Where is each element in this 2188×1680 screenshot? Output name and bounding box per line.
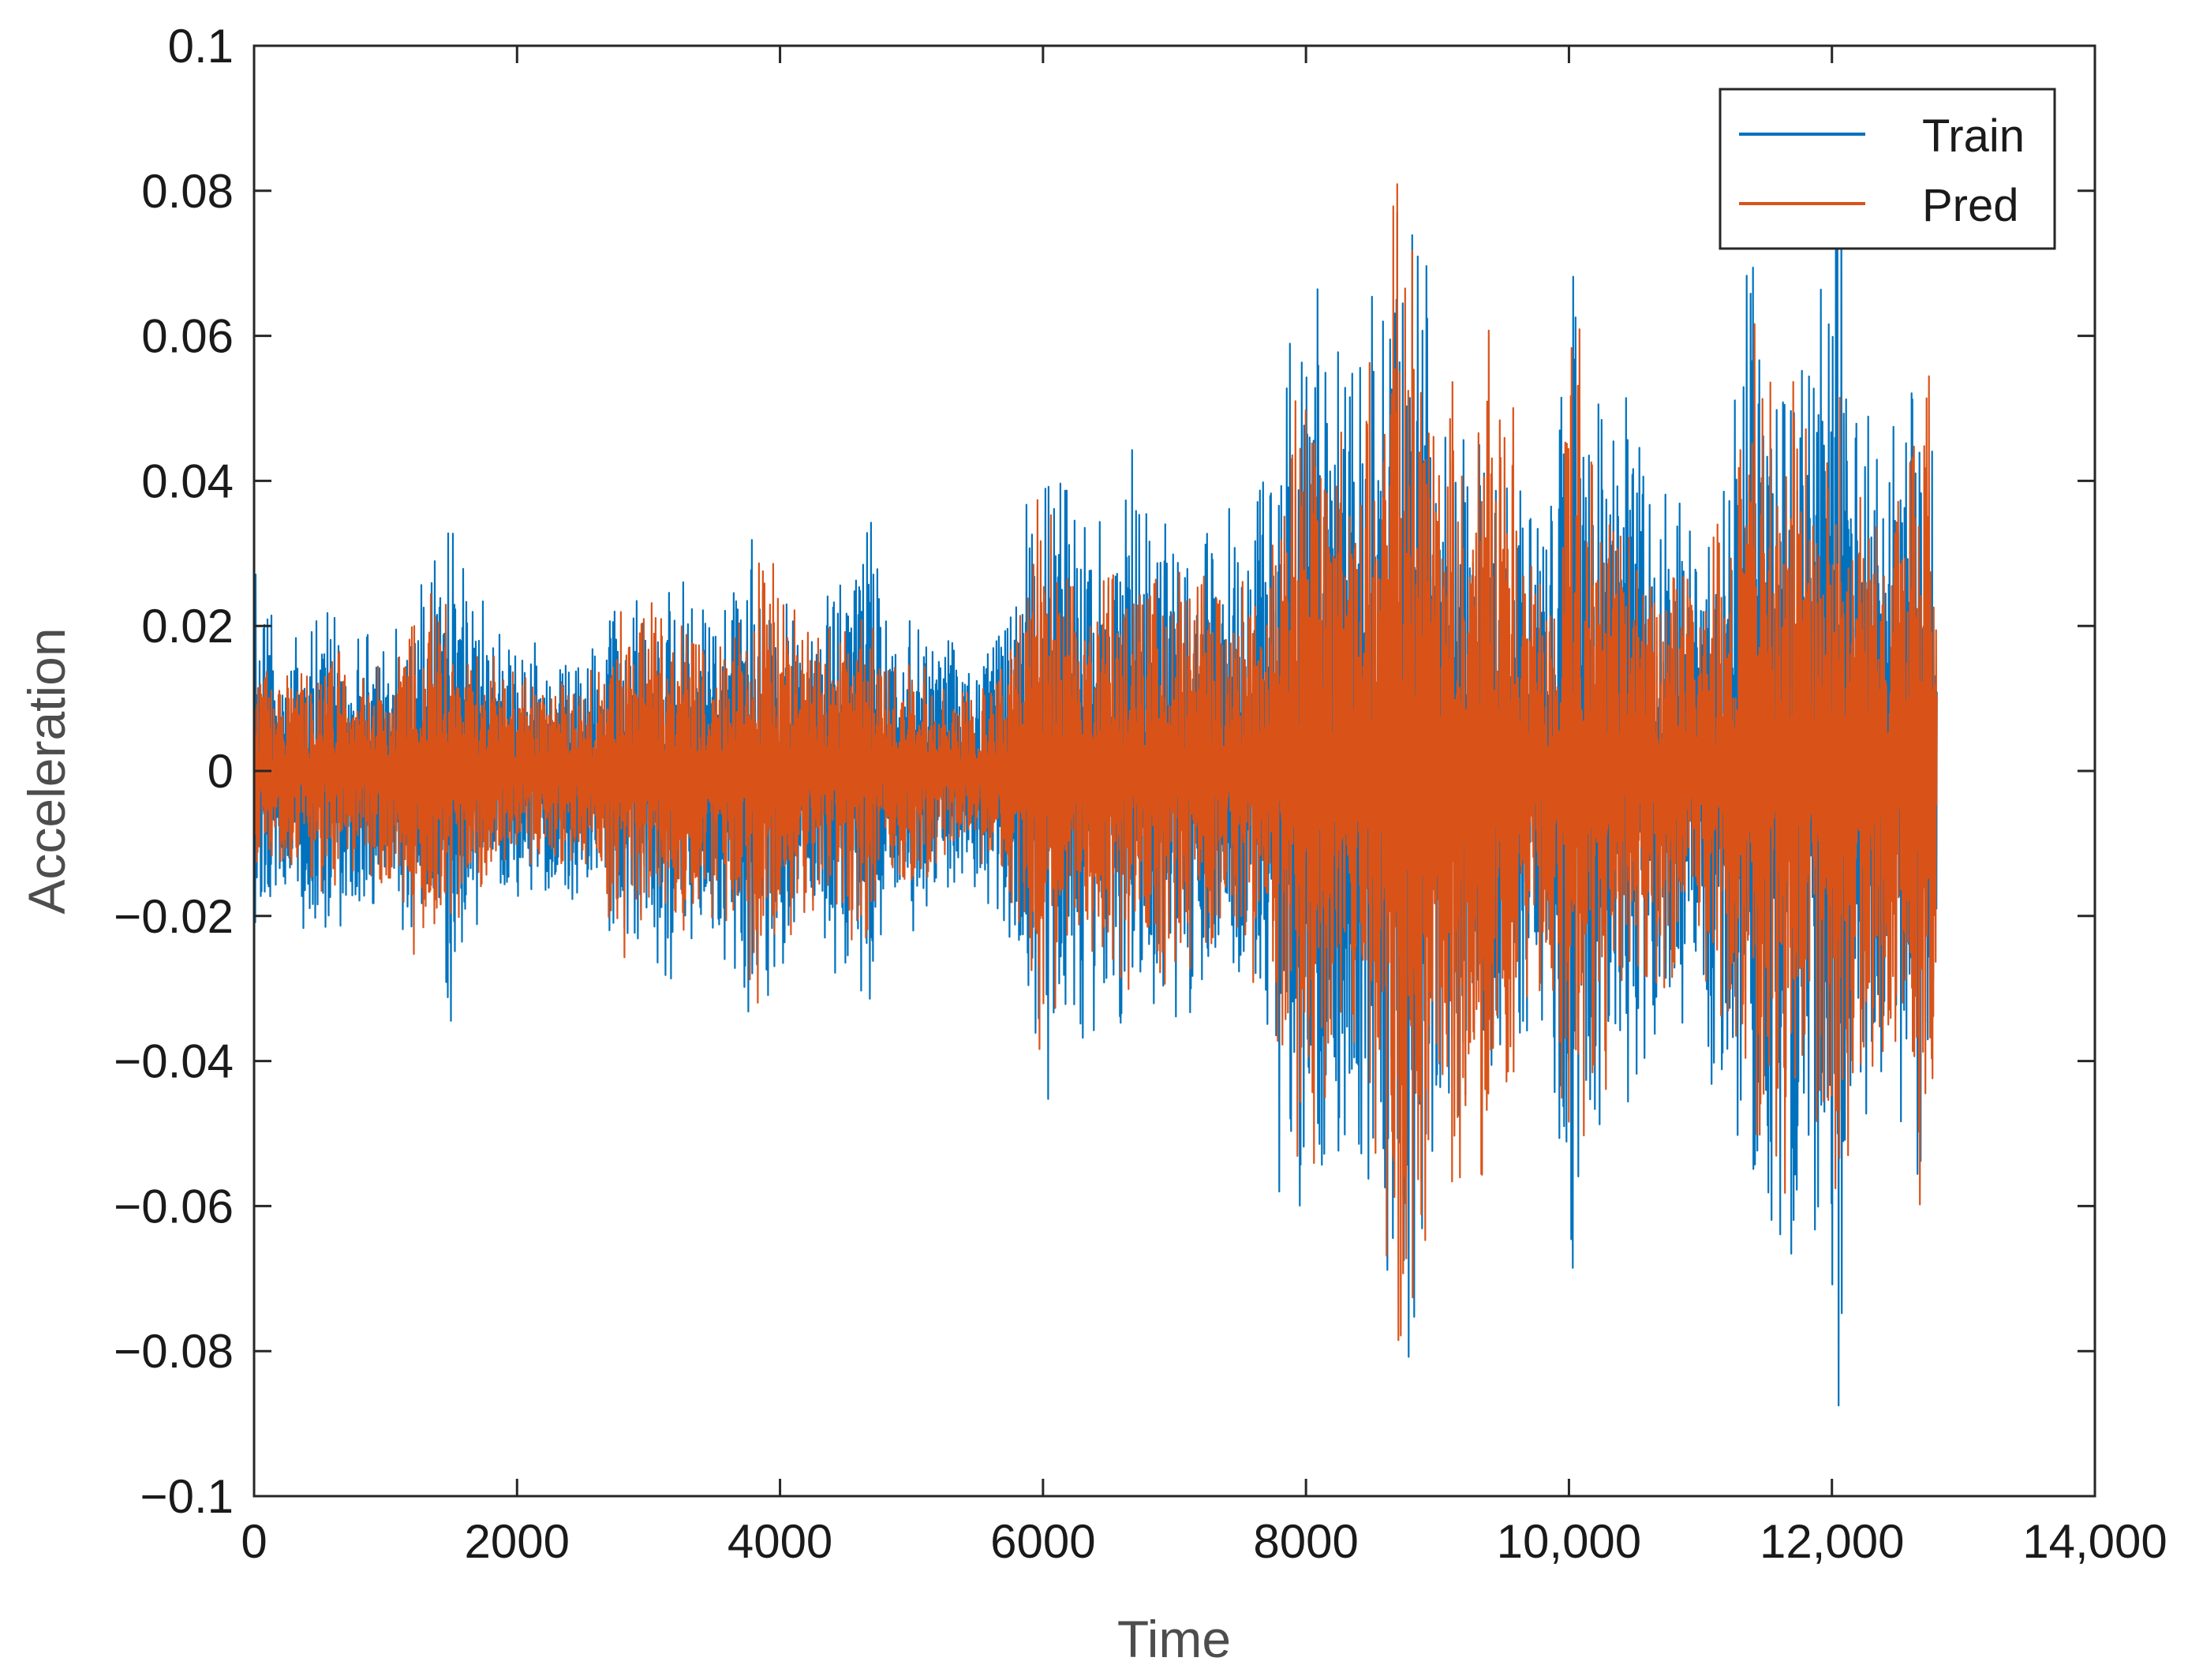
legend-box [1719,88,2056,250]
y-axis: 0.1 0.08 0.06 0.04 0.02 0 −0.02 −0.04 −0.06 −0.08… [114,20,2095,1523]
legend: Train Pred [1719,88,2056,250]
series-layer [254,152,1938,1407]
x-tick-label: 10,000 [1497,1515,1642,1568]
y-tick-label: −0.02 [114,890,234,943]
y-tick-label: 0 [208,745,234,798]
y-tick-label: −0.1 [140,1470,234,1523]
x-tick-label: 14,000 [2022,1515,2167,1568]
x-tick-label: 12,000 [1760,1515,1905,1568]
x-tick-label: 8000 [1253,1515,1358,1568]
y-tick-label: 0.02 [141,600,234,653]
series-line-pred [254,183,1938,1341]
legend-label-train: Train [1922,110,2025,162]
y-axis-title: Acceleration [17,627,76,914]
x-axis-title: Time [1117,1610,1231,1668]
y-tick-label: −0.06 [114,1180,234,1233]
x-tick-label: 2000 [465,1515,570,1568]
y-tick-label: 0.08 [141,165,234,218]
x-tick-label: 0 [241,1515,267,1568]
y-tick-label: 0.1 [168,20,234,73]
x-tick-label: 4000 [727,1515,832,1568]
y-tick-label: 0.04 [141,455,234,507]
x-tick-label: 6000 [990,1515,1095,1568]
y-tick-label: −0.04 [114,1035,234,1088]
y-tick-label: −0.08 [114,1325,234,1378]
y-tick-label: 0.06 [141,310,234,363]
x-axis: 0 2000 4000 6000 8000 10,000 12,000 14,000 [241,46,2167,1568]
legend-label-pred: Pred [1922,180,2019,231]
